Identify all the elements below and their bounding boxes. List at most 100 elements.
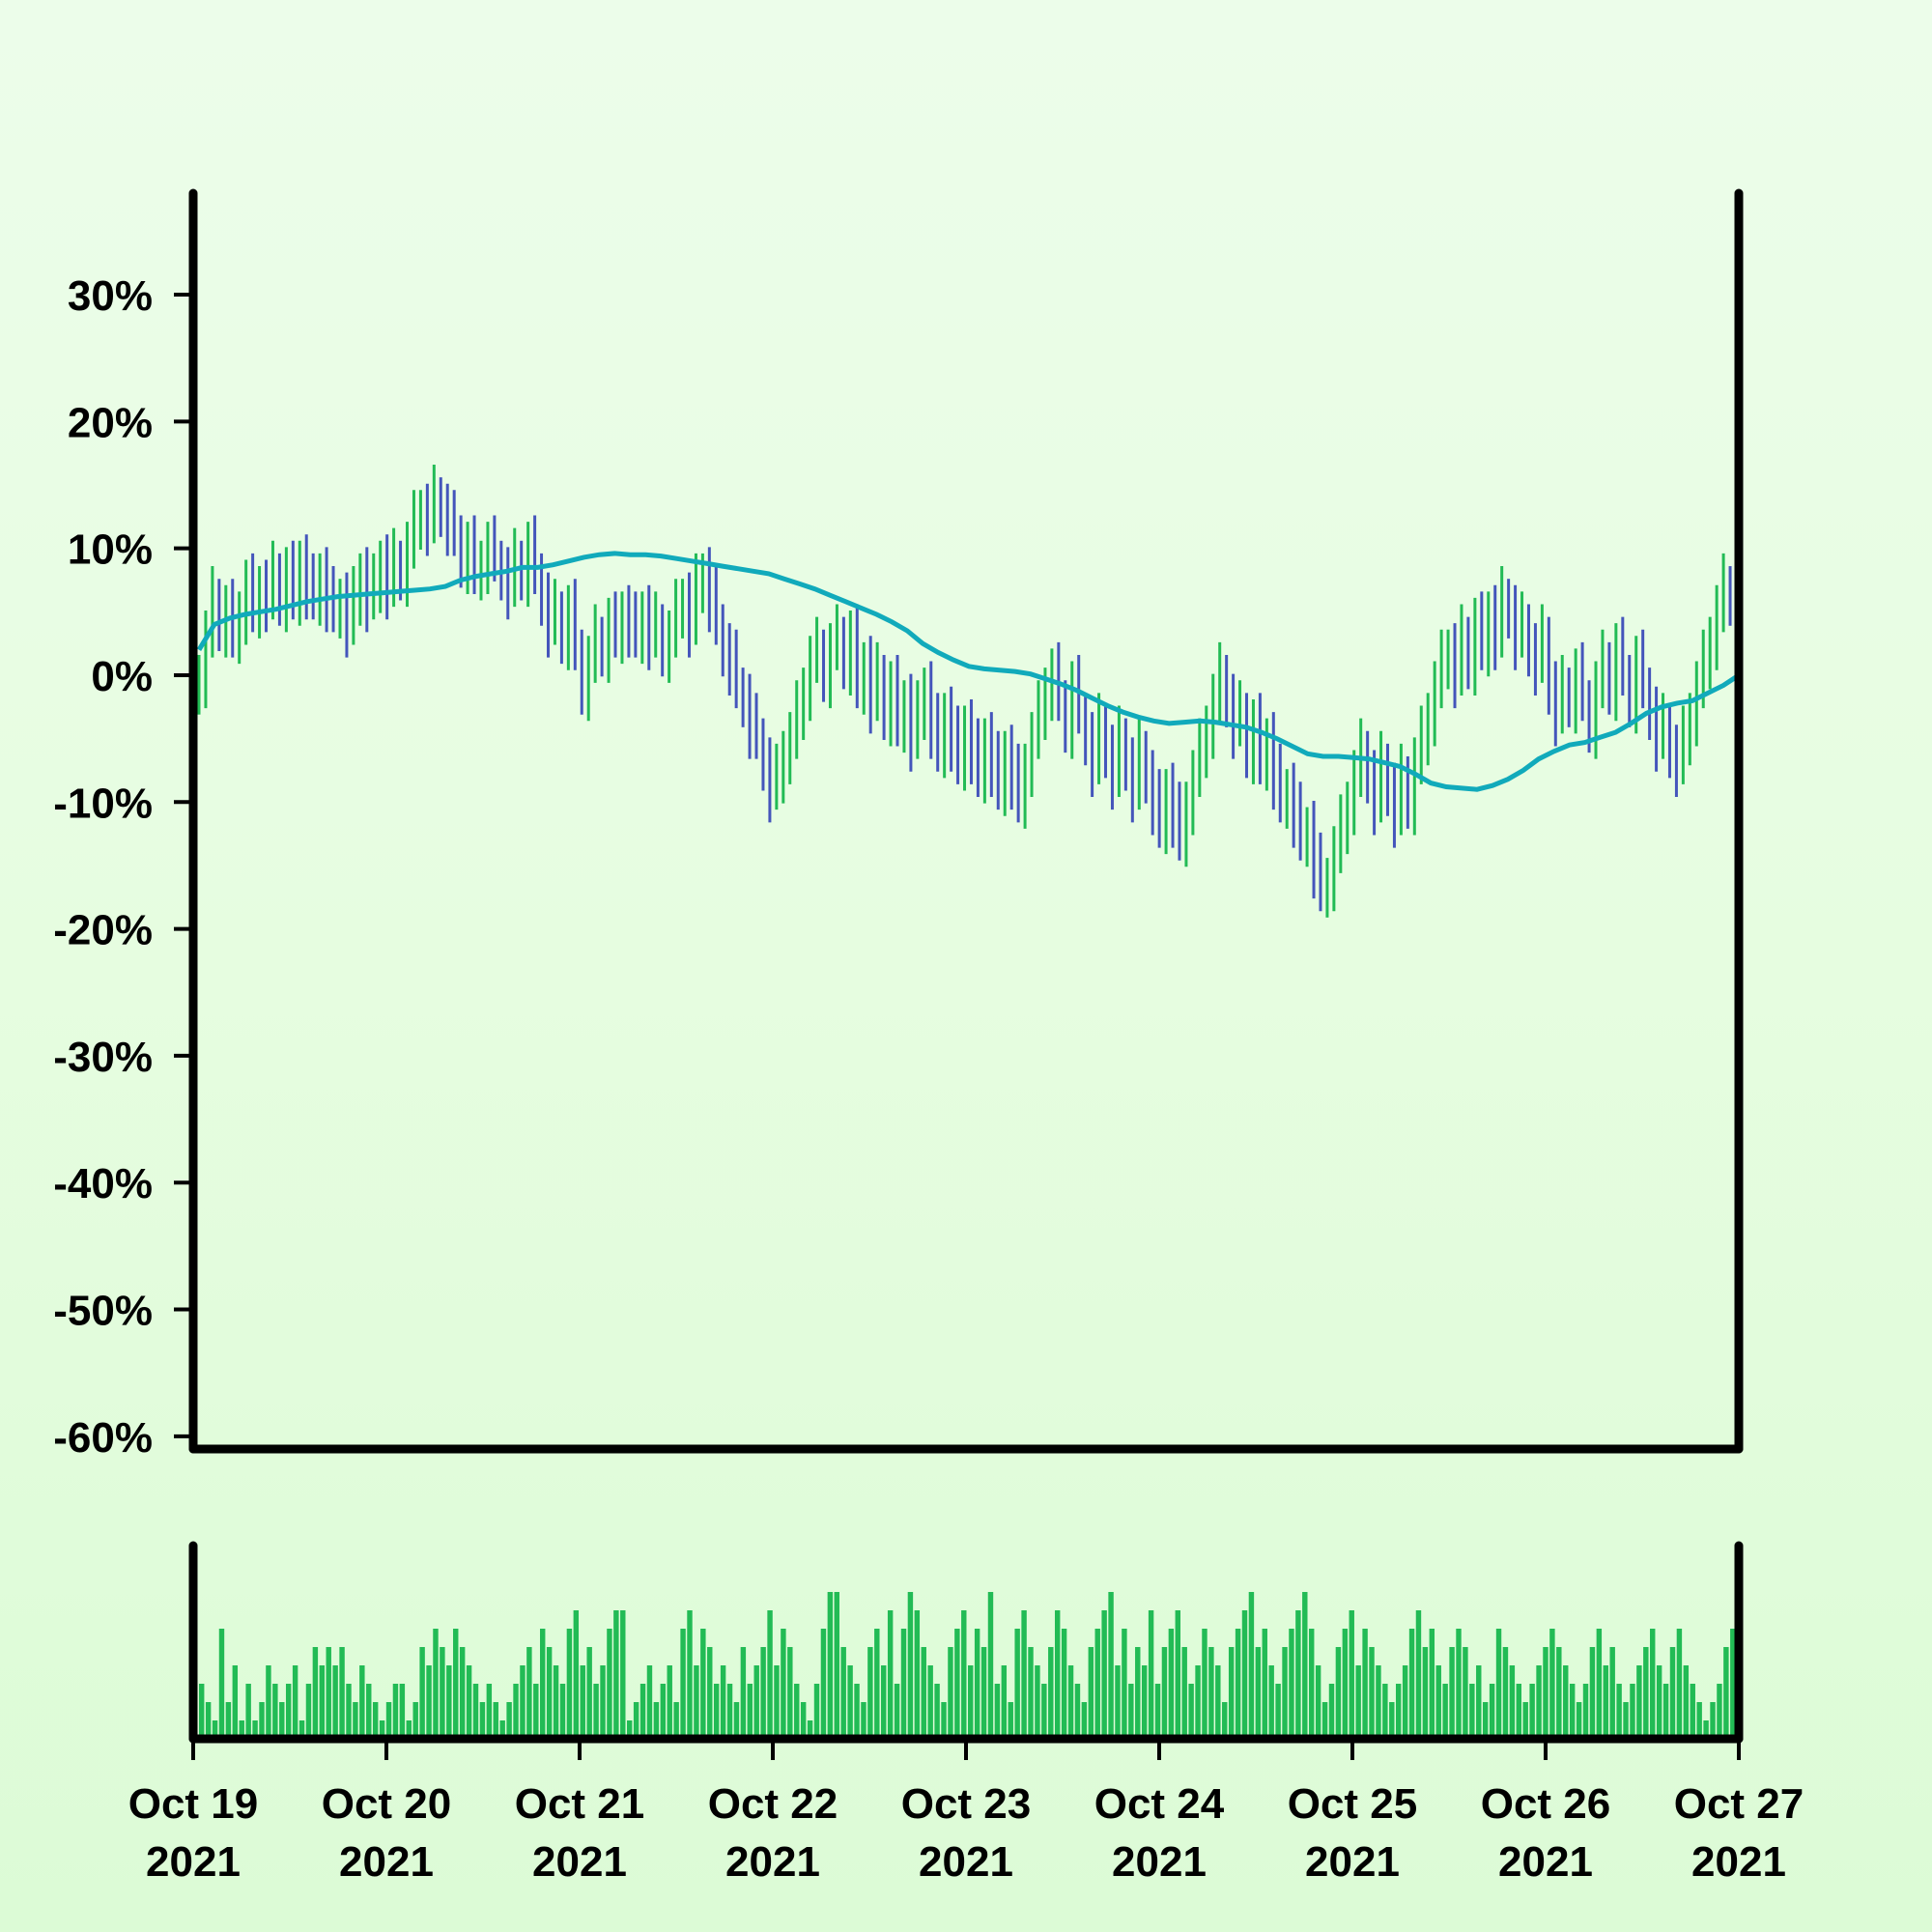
volume-bar [1489,1684,1495,1739]
volume-bar [580,1665,585,1739]
volume-bar [199,1684,205,1739]
volume-bar [700,1629,706,1739]
volume-bar [1168,1629,1175,1739]
volume-bar [807,1720,813,1739]
volume-bar [259,1702,265,1739]
x-axis: Oct 19 2021 Oct 20 2021 Oct 21 2021 Oct 22 2021… [128,1739,1804,1886]
volume-bar [1650,1629,1656,1739]
y-tick-label: -50% [53,1288,153,1335]
volume-bar [687,1610,693,1739]
volume-bar [1582,1684,1589,1739]
volume-bar [1188,1684,1194,1739]
volume-bar [573,1610,580,1739]
volume-bar [1315,1665,1321,1739]
volume-bar [1021,1610,1027,1739]
volume-bar [1389,1702,1395,1739]
volume-bar [1529,1684,1535,1739]
volume-bar [406,1720,412,1739]
volume-bar [1349,1610,1354,1739]
volume-bar [1463,1647,1468,1739]
x-tick-year-label: 2021 [1112,1838,1207,1886]
volume-bar [1362,1629,1368,1739]
volume-bar [412,1702,418,1739]
volume-bar [520,1665,526,1739]
volume-bar [486,1684,493,1739]
volume-bar [948,1647,953,1739]
volume-bar [212,1720,218,1739]
volume-bar [1235,1629,1241,1739]
volume-bar [1630,1684,1635,1739]
volume-bar [653,1702,660,1739]
x-tick-label: Oct 24 [1094,1780,1225,1828]
volume-bar [225,1702,232,1739]
y-tick-label: -40% [53,1160,153,1208]
volume-bar [1549,1629,1555,1739]
volume-bar [1088,1647,1094,1739]
volume-bar [1228,1647,1235,1739]
volume-bar [1569,1684,1576,1739]
volume-bar [1074,1684,1081,1739]
volume-bar [1154,1684,1161,1739]
volume-bar [298,1720,305,1739]
volume-bar [586,1647,592,1739]
volume-bar [847,1665,853,1739]
volume-bar [747,1684,753,1739]
volume-bar [1248,1592,1255,1739]
volume-bar [980,1647,987,1739]
volume-bar [1616,1684,1622,1739]
volume-bar [292,1665,298,1739]
volume-bar [433,1629,439,1739]
volume-bar [1309,1629,1315,1739]
volume-bar [1703,1720,1709,1739]
x-tick-year-label: 2021 [1498,1838,1593,1886]
volume-bar [1161,1647,1168,1739]
volume-bar [353,1702,358,1739]
volume-bar [1122,1629,1127,1739]
volume-bar [994,1684,1001,1739]
volume-bar [332,1665,338,1739]
volume-bar [927,1665,933,1739]
volume-bar [840,1647,846,1739]
x-tick-year-label: 2021 [339,1838,434,1886]
x-tick-label: Oct 25 [1288,1780,1418,1828]
volume-bar [1563,1665,1569,1739]
volume-bar [326,1647,331,1739]
volume-bar [419,1647,425,1739]
volume-bar [472,1684,479,1739]
volume-bar [1041,1684,1047,1739]
volume-bar [813,1684,820,1739]
volume-bar [954,1629,960,1739]
volume-bar [1014,1629,1020,1739]
volume-bar [499,1720,505,1739]
volume-bar [613,1610,619,1739]
volume-bar [767,1610,773,1739]
volume-bar [1623,1702,1629,1739]
volume-bar [1376,1665,1381,1739]
volume-bar [1395,1684,1402,1739]
volume-bar [974,1629,980,1739]
volume-bar [1656,1665,1662,1739]
x-tick-label: Oct 27 [1674,1780,1804,1828]
volume-bar [440,1647,445,1739]
volume-bar [1643,1647,1649,1739]
volume-bar [720,1665,726,1739]
volume-bar [1589,1647,1596,1739]
volume-bar [1442,1684,1448,1739]
volume-bar [479,1702,486,1739]
volume-bar [312,1647,319,1739]
volume-bar [753,1665,759,1739]
volume-bar [1282,1647,1288,1739]
volume-bar [620,1610,626,1739]
volume-bar [513,1684,519,1739]
volume-bar [285,1684,292,1739]
volume-bar [1295,1610,1301,1739]
volume-bar [1268,1665,1274,1739]
volume-bar [667,1665,672,1739]
volume-bar [385,1702,392,1739]
volume-bar [707,1647,713,1739]
volume-bar [399,1684,406,1739]
volume-bar [1335,1647,1342,1739]
volume-bar [1148,1610,1154,1739]
volume-bar [1456,1629,1462,1739]
volume-bar [1028,1647,1034,1739]
